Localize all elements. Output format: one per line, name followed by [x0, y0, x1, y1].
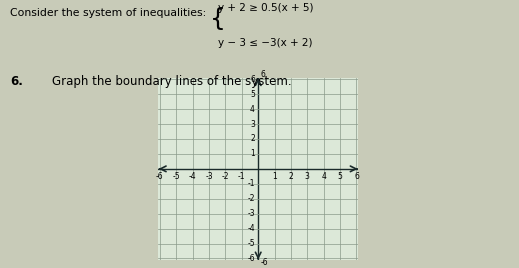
Text: y + 2 ≥ 0.5(x + 5): y + 2 ≥ 0.5(x + 5): [218, 3, 313, 13]
Text: -6: -6: [261, 258, 268, 267]
Text: Graph the boundary lines of the system.: Graph the boundary lines of the system.: [52, 75, 292, 88]
Text: -3: -3: [205, 172, 213, 181]
Text: 1: 1: [250, 149, 255, 158]
Text: -6: -6: [156, 172, 164, 181]
Text: -4: -4: [247, 224, 255, 233]
Text: 6.: 6.: [10, 75, 23, 88]
Text: -5: -5: [247, 239, 255, 248]
Text: 5: 5: [338, 172, 343, 181]
Text: 6: 6: [261, 70, 266, 79]
Text: -5: -5: [172, 172, 180, 181]
Text: -1: -1: [248, 179, 255, 188]
Text: y − 3 ≤ −3(x + 2): y − 3 ≤ −3(x + 2): [218, 38, 312, 47]
Text: 4: 4: [321, 172, 326, 181]
Text: 3: 3: [250, 120, 255, 129]
Text: 1: 1: [272, 172, 277, 181]
Text: -4: -4: [189, 172, 197, 181]
Text: -1: -1: [238, 172, 245, 181]
Text: 2: 2: [289, 172, 293, 181]
Text: -6: -6: [247, 254, 255, 263]
Text: 5: 5: [250, 90, 255, 99]
Text: 4: 4: [250, 105, 255, 114]
Text: 6: 6: [354, 172, 359, 181]
Text: 2: 2: [250, 135, 255, 143]
Text: Consider the system of inequalities:: Consider the system of inequalities:: [10, 8, 207, 18]
Text: -2: -2: [248, 194, 255, 203]
Text: 6: 6: [250, 75, 255, 84]
Text: 3: 3: [305, 172, 310, 181]
Text: {: {: [210, 7, 226, 31]
Text: -3: -3: [247, 209, 255, 218]
Text: -2: -2: [222, 172, 229, 181]
